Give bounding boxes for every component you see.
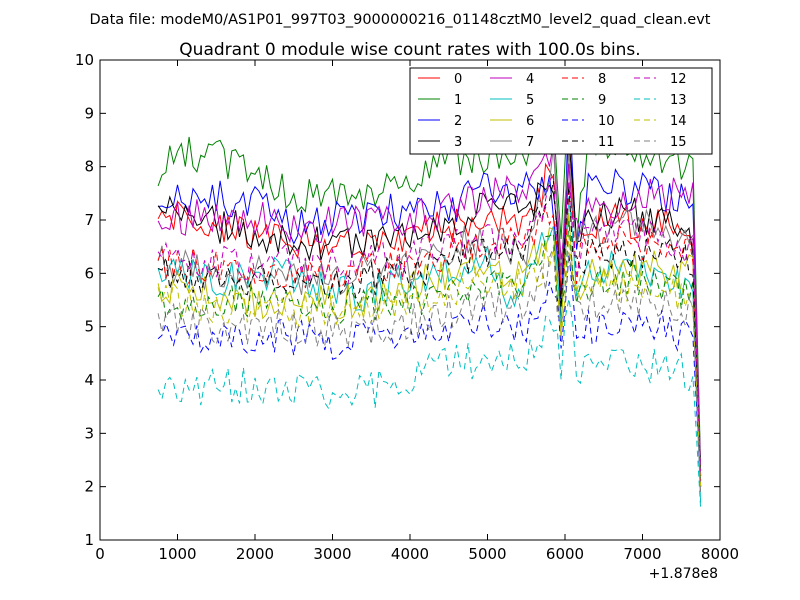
legend-label-5: 5 <box>526 93 534 108</box>
x-tick-label: 6000 <box>546 545 584 563</box>
legend-label-6: 6 <box>526 114 534 129</box>
legend-label-8: 8 <box>598 72 606 87</box>
legend-label-12: 12 <box>670 72 687 87</box>
x-tick-label: 5000 <box>468 545 506 563</box>
y-tick-label: 8 <box>84 158 94 176</box>
legend-label-11: 11 <box>598 135 615 150</box>
y-tick-label: 5 <box>84 318 94 336</box>
legend-label-15: 15 <box>670 135 687 150</box>
x-tick-label: 1000 <box>158 545 196 563</box>
series-line-13 <box>157 298 702 509</box>
legend-box <box>409 67 713 155</box>
series-line-2 <box>158 92 702 482</box>
y-tick-label: 4 <box>84 371 94 389</box>
y-tick-label: 6 <box>84 264 94 282</box>
series-line-7 <box>157 147 702 477</box>
series-line-8 <box>157 188 702 482</box>
legend-label-10: 10 <box>598 114 615 129</box>
legend-label-4: 4 <box>526 72 534 87</box>
series-line-12 <box>157 173 702 477</box>
chart-title: Quadrant 0 module wise count rates with … <box>179 40 640 60</box>
x-tick-label: 2000 <box>236 545 274 563</box>
y-tick-label: 2 <box>84 478 94 496</box>
y-tick-label: 1 <box>84 531 94 549</box>
series-line-9 <box>157 220 702 487</box>
legend-label-0: 0 <box>454 72 462 87</box>
series-line-3 <box>157 141 702 487</box>
legend-label-1: 1 <box>454 93 462 108</box>
axis-ticks: 0 1000 2000 3000 4000 5000 6000 7000 80001234567… <box>75 51 739 563</box>
x-tick-label: 3000 <box>313 545 351 563</box>
y-tick-label: 10 <box>75 51 94 69</box>
legend-label-9: 9 <box>598 93 606 108</box>
series-line-11 <box>157 180 702 477</box>
series-line-10 <box>157 253 702 487</box>
x-tick-label: 4000 <box>391 545 429 563</box>
x-offset-label: +1.878e8 <box>649 566 718 582</box>
x-tick-label: 0 <box>95 545 105 563</box>
x-tick-label: 8000 <box>701 545 739 563</box>
chart-suptitle: Data file: modeM0/AS1P01_997T03_90000002… <box>90 12 711 28</box>
legend-label-2: 2 <box>454 114 462 129</box>
legend-label-7: 7 <box>526 135 534 150</box>
series-line-4 <box>157 143 702 471</box>
legend-label-3: 3 <box>454 135 462 150</box>
series-line-14 <box>157 235 702 487</box>
series-line-0 <box>157 133 702 477</box>
y-tick-label: 3 <box>84 424 94 442</box>
series-line-15 <box>157 246 702 493</box>
series-layer <box>157 86 702 509</box>
y-tick-label: 9 <box>84 104 94 122</box>
x-tick-label: 7000 <box>623 545 661 563</box>
y-tick-label: 7 <box>84 211 94 229</box>
legend-label-14: 14 <box>670 114 687 129</box>
legend-label-13: 13 <box>670 93 687 108</box>
